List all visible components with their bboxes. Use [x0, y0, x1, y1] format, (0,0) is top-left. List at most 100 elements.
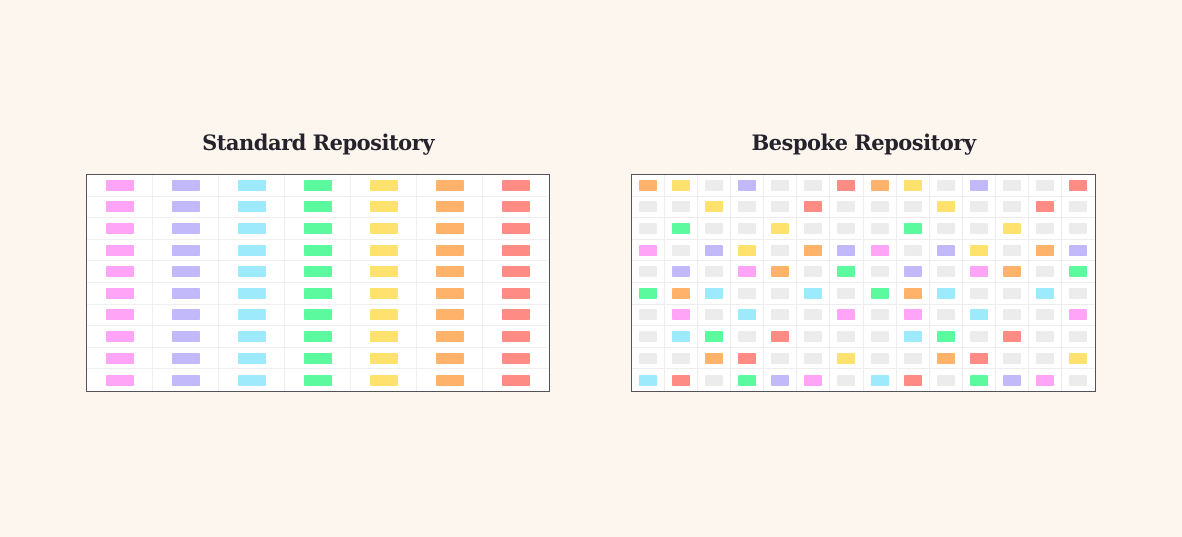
data-block [171, 309, 200, 321]
bespoke-cell [962, 175, 996, 197]
data-block [105, 266, 134, 278]
bespoke-cell [1061, 326, 1095, 348]
data-block [1035, 374, 1054, 386]
bespoke-cell [1028, 175, 1062, 197]
bespoke-cell [764, 218, 798, 240]
empty-block [705, 266, 724, 278]
data-block [303, 309, 332, 321]
empty-block [1035, 222, 1054, 234]
standard-cell [483, 348, 549, 370]
bespoke-cell [1028, 283, 1062, 305]
standard-cell [87, 369, 153, 391]
bespoke-cell [665, 326, 699, 348]
empty-block [837, 287, 856, 299]
data-block [936, 330, 955, 342]
bespoke-cell [764, 196, 798, 219]
bespoke-cell [632, 283, 666, 305]
empty-block [771, 179, 790, 191]
bespoke-cell [665, 369, 699, 391]
standard-cell [219, 304, 285, 327]
standard-cell [285, 304, 351, 327]
standard-cell [153, 347, 219, 370]
data-block [435, 179, 464, 191]
data-block [435, 222, 464, 234]
bespoke-cell [665, 261, 699, 283]
bespoke-cell [896, 239, 930, 262]
bespoke-cell [995, 175, 1029, 197]
empty-block [738, 222, 757, 234]
standard-cell [219, 347, 285, 370]
standard-cell [219, 261, 285, 283]
bespoke-cell [830, 304, 864, 327]
bespoke-cell [797, 369, 831, 391]
empty-block [870, 309, 889, 321]
bespoke-cell [632, 218, 666, 240]
bespoke-cell [863, 218, 897, 240]
standard-cell [87, 304, 153, 327]
bespoke-cell [896, 304, 930, 327]
bespoke-cell [764, 175, 798, 197]
bespoke-cell [764, 304, 798, 327]
data-block [435, 330, 464, 342]
empty-block [771, 309, 790, 321]
data-block [369, 179, 398, 191]
bespoke-cell [764, 326, 798, 348]
bespoke-cell [962, 239, 996, 262]
standard-cell [87, 175, 153, 197]
empty-block [903, 352, 922, 364]
standard-cell [417, 261, 483, 283]
data-block [171, 374, 200, 386]
bespoke-cell [1061, 261, 1095, 283]
data-block [435, 287, 464, 299]
bespoke-cell [962, 196, 996, 219]
data-block [502, 201, 530, 213]
empty-block [936, 266, 955, 278]
bespoke-cell [797, 196, 831, 219]
data-block [870, 244, 889, 256]
data-block [837, 179, 856, 191]
bespoke-cell [797, 326, 831, 348]
data-block [969, 266, 988, 278]
empty-block [804, 330, 823, 342]
data-block [171, 201, 200, 213]
empty-block [1002, 244, 1021, 256]
standard-cell [351, 304, 417, 327]
data-block [705, 201, 724, 213]
data-block [837, 352, 856, 364]
data-block [672, 287, 691, 299]
empty-block [870, 352, 889, 364]
bespoke-cell [665, 304, 699, 327]
bespoke-cell [764, 347, 798, 370]
data-block [870, 374, 889, 386]
empty-block [903, 244, 922, 256]
bespoke-repository-title: Bespoke Repository [751, 130, 976, 155]
standard-cell [87, 239, 153, 262]
data-block [303, 244, 332, 256]
data-block [672, 222, 691, 234]
bespoke-cell [797, 218, 831, 240]
empty-block [672, 244, 691, 256]
data-block [837, 244, 856, 256]
data-block [105, 330, 134, 342]
standard-cell [483, 326, 549, 348]
standard-cell [219, 369, 285, 391]
empty-block [771, 287, 790, 299]
standard-cell [417, 283, 483, 305]
standard-cell [417, 369, 483, 391]
bespoke-cell [1028, 261, 1062, 283]
data-block [1002, 330, 1021, 342]
bespoke-cell [731, 347, 765, 370]
empty-block [969, 222, 988, 234]
bespoke-cell [963, 369, 996, 391]
bespoke-cell [995, 326, 1029, 348]
data-block [936, 244, 955, 256]
data-block [105, 287, 134, 299]
empty-block [870, 222, 889, 234]
bespoke-cell [962, 218, 996, 240]
bespoke-cell [665, 175, 699, 197]
data-block [369, 309, 398, 321]
standard-cell [417, 218, 483, 240]
empty-block [705, 374, 724, 386]
empty-block [639, 222, 658, 234]
standard-cell [285, 283, 351, 305]
